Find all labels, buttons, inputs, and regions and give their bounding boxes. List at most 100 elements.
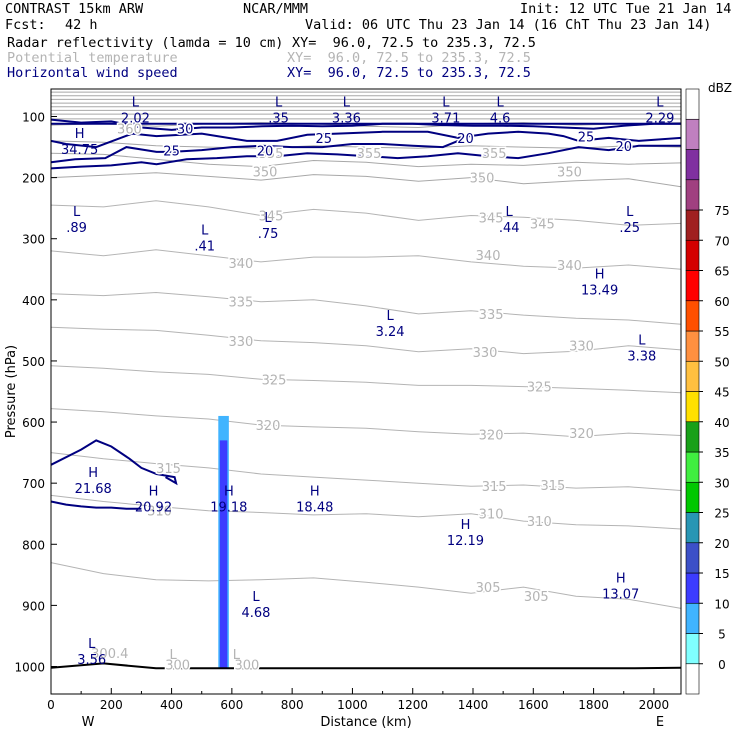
colorbar-level-label: 70 — [714, 234, 729, 248]
plot-annotations: 360 355 355 355 350 350 350 345 345 345 340 340 340 3… — [61, 96, 674, 676]
extremum-value: .25 — [619, 221, 640, 236]
wind-speed-contour — [50, 118, 681, 131]
colorbar-cell — [685, 602, 700, 634]
colorbar-cell — [685, 391, 700, 423]
extremum-marker: L — [88, 637, 96, 652]
isentrope-line — [50, 200, 682, 226]
isentrope-line — [50, 494, 682, 530]
extremum-marker: L — [442, 96, 450, 111]
extremum-marker: L — [656, 96, 664, 111]
colorbar-cell — [685, 663, 700, 695]
colorbar-level-label: 15 — [714, 567, 729, 581]
x-tick-label: 1400 — [458, 698, 489, 712]
colorbar-level-label: 20 — [714, 537, 729, 551]
isentrope-label: 335 — [479, 308, 504, 323]
x-tick-label: 1600 — [518, 698, 549, 712]
isentrope-label: 325 — [262, 373, 287, 388]
colorbar-cell — [685, 88, 700, 120]
extremum-marker: H — [75, 127, 85, 142]
isentrope-label: 340 — [228, 257, 253, 272]
extremum-value: 3.36 — [332, 112, 361, 127]
colorbar-level-label: 0 — [718, 658, 726, 672]
field-xy-theta: XY= 96.0, 72.5 to 235.3, 72.5 — [287, 50, 531, 66]
isentrope-label: 315 — [482, 480, 507, 495]
isentrope-label: 315 — [156, 462, 181, 477]
isentrope-line — [50, 291, 682, 325]
extremum-marker: H — [88, 466, 98, 481]
colorbar-level-label: 50 — [714, 355, 729, 369]
colorbar-cell — [685, 239, 700, 271]
isentrope-label: 350 — [557, 166, 582, 181]
west-label: W — [82, 715, 95, 730]
extremum-marker: L — [233, 648, 241, 663]
isentrope-label: 340 — [557, 259, 582, 274]
colorbar: 0 5 10 15 20 25 30 35 40 45 50 55 60 65 70 75 dBZ — [685, 81, 732, 695]
extremum-value: .41 — [194, 239, 215, 254]
header-fcst-value: 42 h — [65, 17, 98, 33]
potential-temperature-contours — [50, 89, 682, 694]
isentrope-label: 310 — [147, 505, 172, 520]
x-tick-label: 1800 — [578, 698, 609, 712]
colorbar-cell — [685, 512, 700, 544]
extremum-marker: H — [616, 572, 626, 587]
isentrope-label: 310 — [527, 515, 552, 530]
isentrope-label: 345 — [479, 211, 504, 226]
isentrope-line — [50, 408, 682, 438]
extremum-value: 34.75 — [61, 143, 98, 158]
colorbar-level-label: 35 — [714, 446, 729, 460]
colorbar-level-label: 60 — [714, 295, 729, 309]
extremum-value: 3.38 — [627, 349, 656, 364]
reflectivity-field — [218, 415, 229, 669]
colorbar-cell — [685, 451, 700, 483]
isentrope-label: 350 — [253, 166, 278, 181]
wind-speed-contours — [50, 118, 682, 510]
isentrope-line — [50, 365, 682, 394]
wind-speed-contour — [50, 139, 459, 164]
y-tick-label: 400 — [22, 294, 45, 308]
colorbar-cell — [685, 300, 700, 332]
header-valid: Valid: 06 UTC Thu 23 Jan 14 (16 ChT Thu … — [305, 17, 712, 33]
y-tick-label: 900 — [22, 599, 45, 613]
header-model: CONTRAST 15km ARW — [5, 1, 144, 17]
wind-contour-label: 25 — [316, 132, 333, 147]
extremum-value: 13.49 — [581, 283, 618, 298]
isentrope-line — [50, 249, 682, 270]
field-xy-reflectivity: XY= 96.0, 72.5 to 235.3, 72.5 — [292, 35, 536, 51]
isentrope-label: 300 — [235, 659, 260, 674]
y-tick-label: 700 — [22, 477, 45, 491]
colorbar-cell — [685, 481, 700, 513]
reflectivity-column — [219, 440, 228, 669]
isentrope-label: 355 — [259, 147, 284, 162]
isentrope-label: 330 — [569, 340, 594, 355]
colorbar-level-label: 25 — [714, 507, 729, 521]
extremum-value: 3.24 — [376, 325, 405, 340]
extremum-value: 2.02 — [121, 112, 150, 127]
extremum-marker: H — [149, 484, 159, 499]
isentrope-line — [50, 562, 682, 609]
colorbar-cell — [685, 421, 700, 453]
x-tick-label: 400 — [160, 698, 183, 712]
wind-contour-label: 20 — [615, 140, 632, 155]
isentrope-label: 315 — [540, 479, 565, 494]
colorbar-level-label: 10 — [714, 597, 729, 611]
wind-speed-contour — [50, 439, 178, 486]
extremum-value: 4.6 — [490, 112, 511, 127]
isentrope-label: 325 — [527, 381, 552, 396]
wind-contour-label: 20 — [457, 132, 474, 147]
isentrope-label: 300.4 — [91, 647, 128, 662]
field-xy-wind: XY= 96.0, 72.5 to 235.3, 72.5 — [287, 65, 531, 81]
extremum-value: .89 — [66, 221, 87, 236]
isentrope-label: 300 — [165, 659, 190, 674]
extremum-value: 21.68 — [75, 482, 112, 497]
extremum-value: .44 — [499, 221, 520, 236]
extremum-marker: H — [595, 267, 605, 282]
colorbar-cell — [685, 330, 700, 362]
extremum-marker: L — [638, 333, 646, 348]
plot-background — [51, 89, 681, 694]
extremum-marker: L — [264, 211, 272, 226]
colorbar-cell — [685, 542, 700, 574]
x-tick-label: 0 — [47, 698, 55, 712]
isentrope-label: 330 — [228, 335, 253, 350]
x-tick-label: 800 — [281, 698, 304, 712]
extremum-marker: L — [252, 590, 260, 605]
